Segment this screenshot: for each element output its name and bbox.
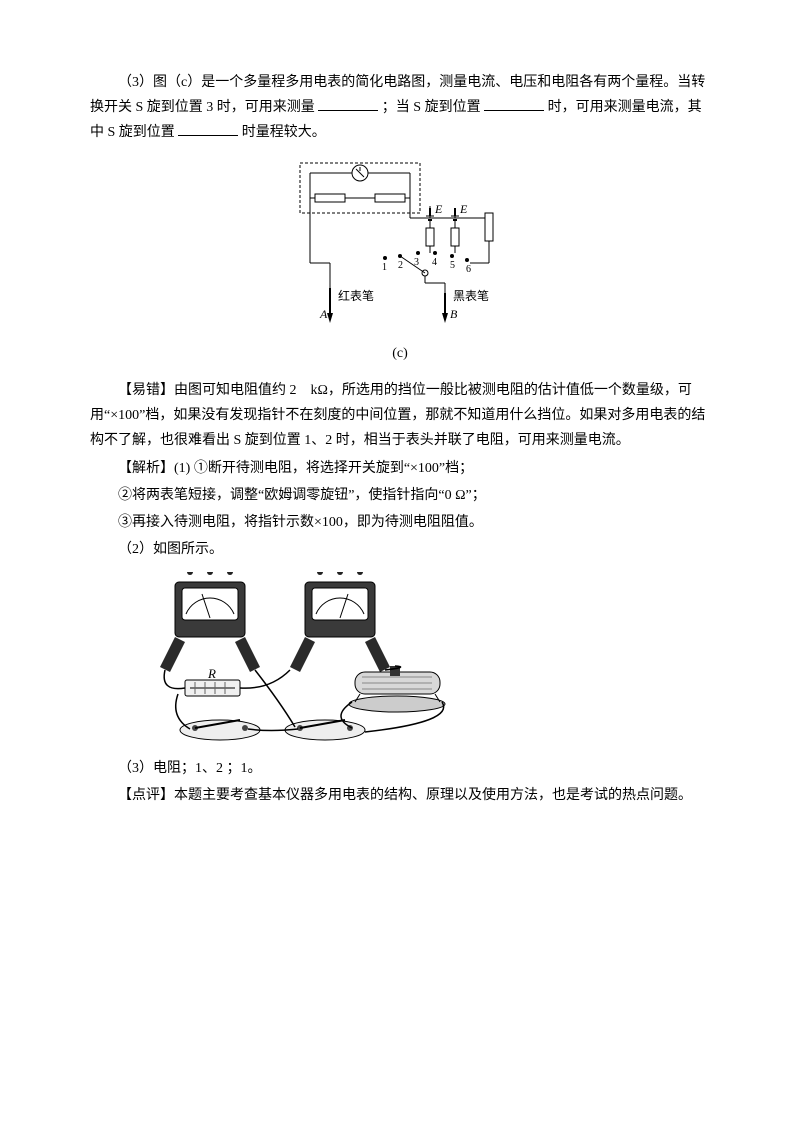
black-letter: B bbox=[450, 307, 458, 321]
pos-1: 1 bbox=[382, 262, 387, 273]
question-3: （3）图（c）是一个多量程多用电表的简化电路图，测量电流、电压和电阻各有两个量程… bbox=[90, 70, 710, 146]
switch-2 bbox=[285, 720, 365, 740]
dianping-text: 本题主要考查基本仪器多用电表的结构、原理以及使用方法，也是考试的热点问题。 bbox=[174, 788, 692, 803]
R-label: R bbox=[207, 666, 216, 681]
jiexi-line1: 【解析】(1) ①断开待测电阻，将选择开关旋到“×100”档； bbox=[90, 456, 710, 481]
black-probe-label: 黑表笔 bbox=[453, 288, 489, 303]
pos-2: 2 bbox=[398, 260, 403, 271]
q3-end: 时量程较大。 bbox=[242, 125, 326, 140]
jiexi-line4: （2）如图所示。 bbox=[90, 537, 710, 562]
answer-3: （3）电阻；1、2 ；1。 bbox=[90, 756, 710, 781]
circuit-c-svg: E E 1 2 3 4 5 6 bbox=[270, 158, 530, 328]
jiexi-line3: ③再接入待测电阻，将指针示数×100，即为待测电阻阻值。 bbox=[90, 510, 710, 535]
label-e2: E bbox=[459, 202, 468, 216]
red-probe-label: 红表笔 bbox=[338, 288, 374, 303]
q3-mid1: ；当 S 旋到位置 bbox=[382, 100, 481, 115]
meters-svg: R bbox=[130, 572, 470, 752]
resistor-R: R bbox=[185, 666, 240, 696]
red-letter: A bbox=[319, 307, 328, 321]
yicuo-text: 由图可知电阻值约 2 kΩ，所选用的挡位一般比被测电阻的估计值低一个数量级，可用… bbox=[90, 383, 705, 448]
yicuo-label: 【易错】 bbox=[118, 383, 174, 398]
yicuo-para: 【易错】由图可知电阻值约 2 kΩ，所选用的挡位一般比被测电阻的估计值低一个数量… bbox=[90, 378, 710, 454]
switch-1 bbox=[180, 720, 260, 740]
meter-right bbox=[290, 572, 390, 672]
caption-c: (c) bbox=[90, 341, 710, 366]
dianping-para: 【点评】本题主要考查基本仪器多用电表的结构、原理以及使用方法，也是考试的热点问题… bbox=[90, 783, 710, 808]
pos-6: 6 bbox=[466, 264, 471, 275]
pos-4: 4 bbox=[432, 257, 437, 268]
pos-3: 3 bbox=[414, 257, 419, 268]
jiexi-line2: ②将两表笔短接，调整“欧姆调零旋钮”，使指针指向“0 Ω”； bbox=[90, 483, 710, 508]
blank-1 bbox=[318, 95, 378, 111]
dianping-label: 【点评】 bbox=[118, 788, 174, 803]
meter-left bbox=[160, 572, 260, 672]
pos-5: 5 bbox=[450, 260, 455, 271]
blank-3 bbox=[178, 120, 238, 136]
blank-2 bbox=[484, 95, 544, 111]
jiexi-text1: (1) ①断开待测电阻，将选择开关旋到“×100”档； bbox=[174, 461, 473, 476]
label-e1: E bbox=[434, 202, 443, 216]
jiexi-label: 【解析】 bbox=[118, 461, 174, 476]
rheostat bbox=[349, 666, 445, 712]
figure-c-block: E E 1 2 3 4 5 6 bbox=[90, 158, 710, 366]
